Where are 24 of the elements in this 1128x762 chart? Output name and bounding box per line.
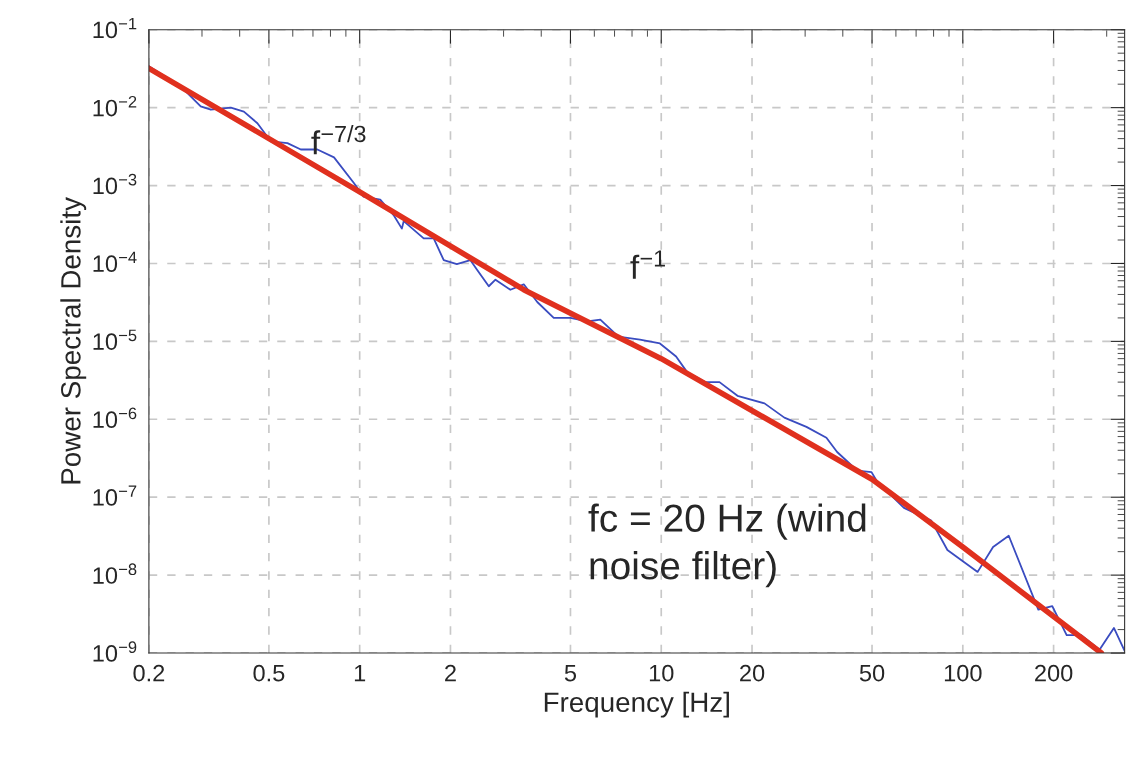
annotation: f$^{−1}$ [630,250,665,279]
x-tick-label: 1 [354,665,366,682]
x-tick-label: 0.2 [133,664,165,682]
x-tick-label: 100 [944,664,982,682]
annotation: fc = 20 Hz (wind noise filter) [588,503,866,588]
x-tick-label: 5 [564,665,577,682]
y-tick-label: 10$^{−6}$ [93,407,137,429]
y-tick-label: 10$^{−2}$ [93,95,137,117]
y-tick-label: 10$^{−3}$ [93,173,137,195]
y-tick-label: 10$^{−1}$ [93,17,137,39]
y-tick-label: 10$^{−7}$ [93,485,137,506]
y-axis-title: Power Spectral Density [60,197,87,484]
annotation: f$^{−7/3}$ [311,125,366,155]
x-tick-label: 200 [1035,664,1073,682]
x-tick-label: 20 [740,664,765,682]
y-tick-label: 10$^{−5}$ [93,329,137,350]
x-tick-label: 2 [445,664,456,682]
x-axis-title: Frequency [Hz] [544,691,729,718]
x-tick-label: 10 [649,664,674,682]
y-tick-label: 10$^{−9}$ [93,641,137,662]
x-tick-label: 0.5 [253,664,285,682]
x-tick-label: 50 [859,664,885,682]
y-tick-label: 10$^{−4}$ [93,251,137,273]
y-tick-label: 10$^{−8}$ [93,563,137,584]
